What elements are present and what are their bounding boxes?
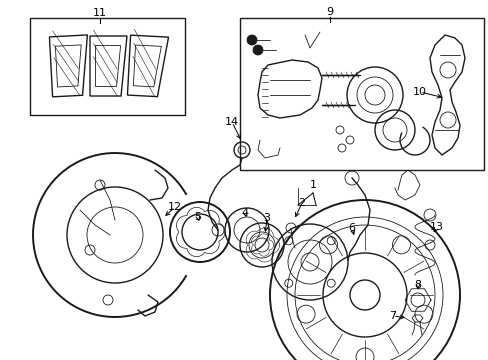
Text: 14: 14: [224, 117, 239, 127]
Circle shape: [252, 45, 263, 55]
Bar: [240, 18, 483, 170]
Text: 8: 8: [414, 280, 421, 290]
Bar: [31, 19, 183, 114]
Text: 2: 2: [298, 198, 305, 208]
Bar: [241, 19, 482, 169]
Text: 12: 12: [167, 202, 182, 212]
Text: 10: 10: [412, 87, 426, 97]
Text: 7: 7: [388, 311, 396, 321]
Text: 13: 13: [429, 222, 443, 232]
Text: 6: 6: [348, 223, 355, 233]
Text: 11: 11: [93, 8, 107, 18]
Text: 3: 3: [263, 213, 270, 223]
Text: 9: 9: [326, 7, 333, 17]
Text: 1: 1: [309, 180, 316, 190]
Text: 4: 4: [241, 208, 248, 218]
Bar: [30, 18, 184, 115]
Circle shape: [246, 35, 257, 45]
Text: 5: 5: [194, 212, 201, 222]
